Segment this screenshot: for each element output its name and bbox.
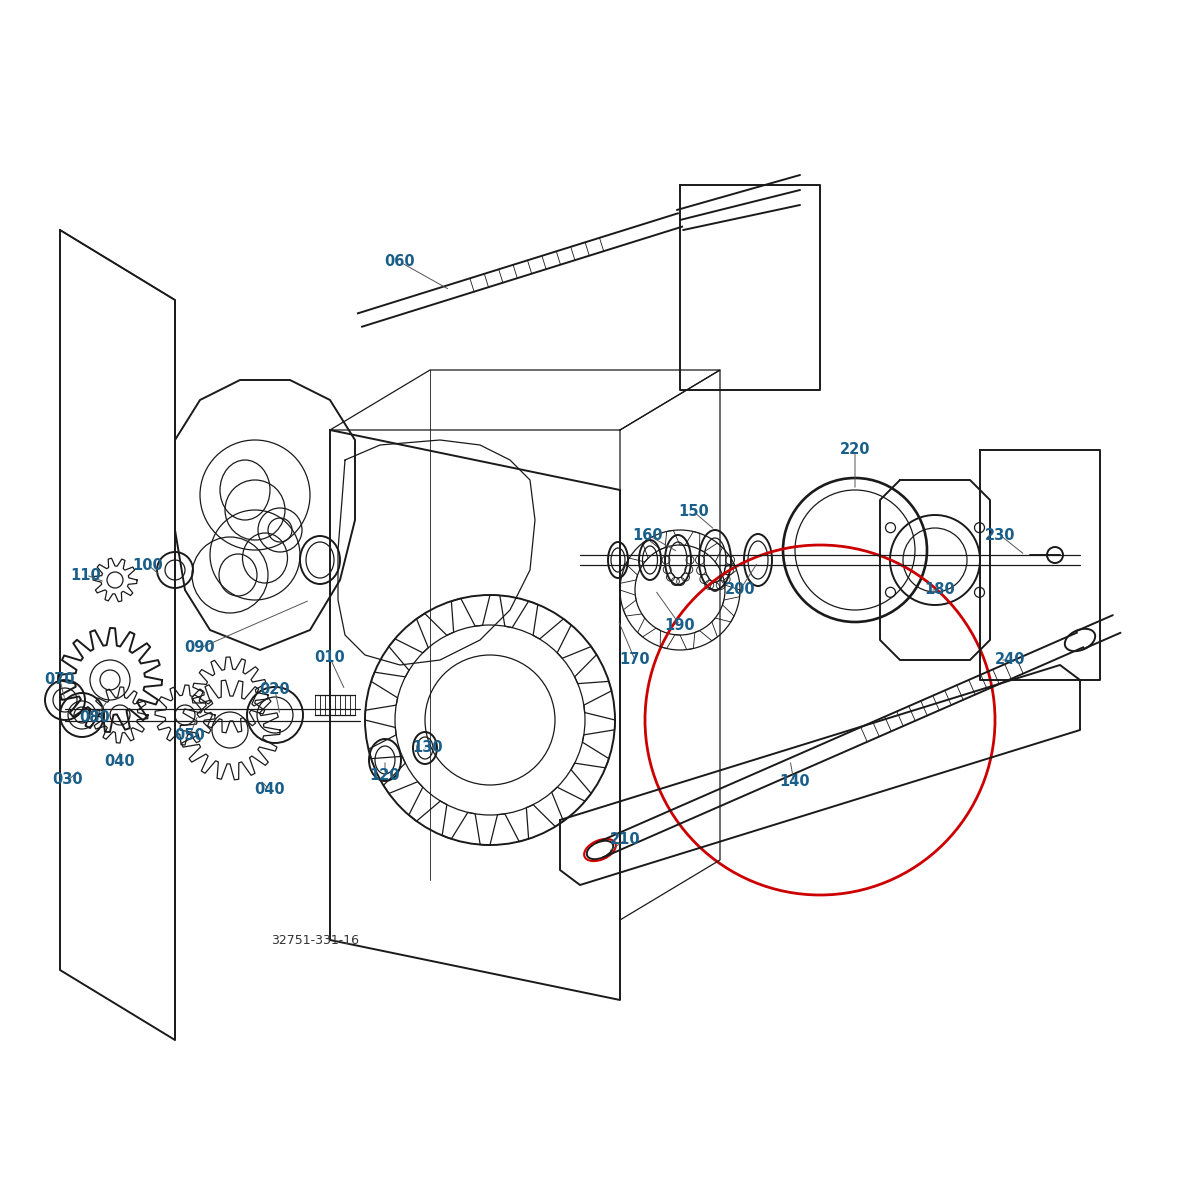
Text: 010: 010 [314,650,346,666]
Text: 110: 110 [71,568,101,582]
Text: 060: 060 [385,254,415,270]
Text: 040: 040 [104,755,136,769]
Text: 160: 160 [632,528,664,542]
Text: 050: 050 [175,727,205,743]
Text: 240: 240 [995,653,1025,667]
Text: 150: 150 [679,504,709,520]
Text: 32751-331-16: 32751-331-16 [271,934,359,947]
Text: 190: 190 [665,618,695,632]
Text: 080: 080 [79,710,110,726]
Text: 180: 180 [925,582,955,598]
Text: 120: 120 [370,768,401,782]
Text: 040: 040 [254,782,286,798]
Text: 200: 200 [725,582,755,598]
Text: 130: 130 [413,740,443,756]
Text: 100: 100 [133,558,163,572]
Text: 220: 220 [840,443,870,457]
Text: 090: 090 [185,641,215,655]
Text: 210: 210 [610,833,641,847]
Text: 230: 230 [985,528,1015,542]
Text: 140: 140 [780,774,810,790]
Text: 170: 170 [619,653,650,667]
Text: 070: 070 [44,672,76,688]
Text: 030: 030 [53,773,83,787]
Text: 020: 020 [259,683,290,697]
